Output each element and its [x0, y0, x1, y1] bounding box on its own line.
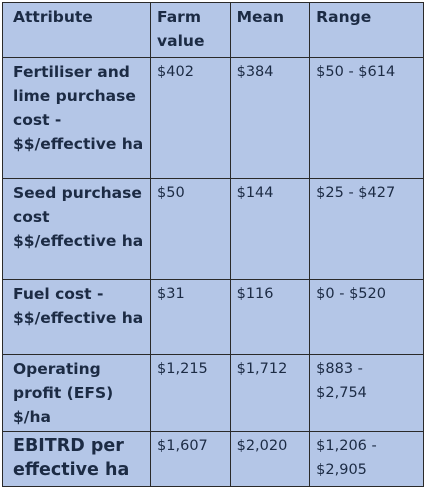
cell-attribute: Seed purchase cost $$/effective ha	[1, 178, 152, 280]
table-header-row: Attribute Farm value Mean Range	[1, 2, 424, 58]
table-row: Fuel cost - $$/effective ha $31 $116 $0 …	[1, 279, 424, 355]
cell-range: $0 - $520	[309, 279, 424, 355]
cell-range: $25 - $427	[309, 178, 424, 280]
table-row: Operating profit (EFS) $/ha $1,215 $1,71…	[1, 354, 424, 432]
cell-farm-value: $1,607	[150, 431, 231, 487]
table-row: EBITRD per effective ha $1,607 $2,020 $1…	[1, 431, 424, 487]
cell-attribute: Fuel cost - $$/effective ha	[1, 279, 152, 355]
table-row: Seed purchase cost $$/effective ha $50 $…	[1, 178, 424, 280]
cell-attribute: EBITRD per effective ha	[1, 431, 152, 487]
cell-range: $50 - $614	[309, 57, 424, 179]
cell-attribute: Fertiliser and lime purchase cost - $$/e…	[1, 57, 152, 179]
cell-range: $1,206 - $2,905	[309, 431, 424, 487]
cell-farm-value: $31	[150, 279, 231, 355]
header-range: Range	[309, 2, 424, 58]
cell-mean: $1,712	[229, 354, 311, 432]
header-mean: Mean	[229, 2, 311, 58]
cell-mean: $384	[229, 57, 311, 179]
table-row: Fertiliser and lime purchase cost - $$/e…	[1, 57, 424, 179]
cell-mean: $144	[229, 178, 311, 280]
cell-mean: $2,020	[229, 431, 311, 487]
cell-mean: $116	[229, 279, 311, 355]
cell-farm-value: $402	[150, 57, 231, 179]
cell-attribute: Operating profit (EFS) $/ha	[1, 354, 152, 432]
cell-farm-value: $50	[150, 178, 231, 280]
header-attribute: Attribute	[1, 2, 152, 58]
header-farm-value: Farm value	[150, 2, 231, 58]
cell-range: $883 - $2,754	[309, 354, 424, 432]
cell-farm-value: $1,215	[150, 354, 231, 432]
